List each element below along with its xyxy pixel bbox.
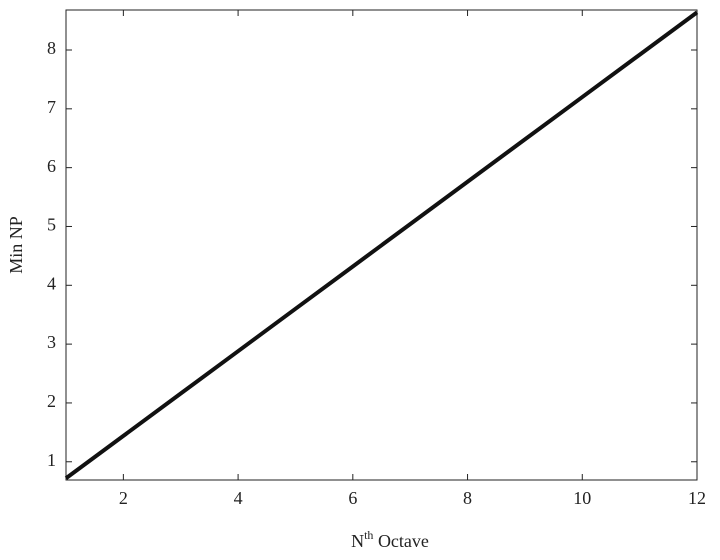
y-tick-label: 5 bbox=[47, 215, 56, 235]
y-tick-label: 4 bbox=[47, 273, 56, 293]
y-tick-label: 7 bbox=[47, 97, 56, 117]
x-tick-label: 8 bbox=[463, 488, 472, 508]
data-line bbox=[64, 10, 699, 480]
y-tick-label: 8 bbox=[47, 38, 56, 58]
y-tick-label: 3 bbox=[47, 332, 56, 352]
y-tick-label: 1 bbox=[47, 450, 56, 470]
x-tick-label: 6 bbox=[348, 488, 357, 508]
y-tick-label: 2 bbox=[47, 391, 56, 411]
y-axis-label: Min NP bbox=[6, 216, 26, 274]
x-axis-label: Nth Octave bbox=[351, 528, 429, 551]
plot-frame bbox=[65, 9, 698, 481]
x-label-base: N bbox=[351, 531, 364, 551]
x-tick-label: 12 bbox=[688, 488, 706, 508]
x-label-sup: th bbox=[364, 528, 373, 542]
x-tick-label: 10 bbox=[573, 488, 591, 508]
x-tick-label: 2 bbox=[119, 488, 128, 508]
x-tick-label: 4 bbox=[234, 488, 243, 508]
y-tick-label: 6 bbox=[47, 156, 56, 176]
x-label-rest: Octave bbox=[373, 531, 428, 551]
